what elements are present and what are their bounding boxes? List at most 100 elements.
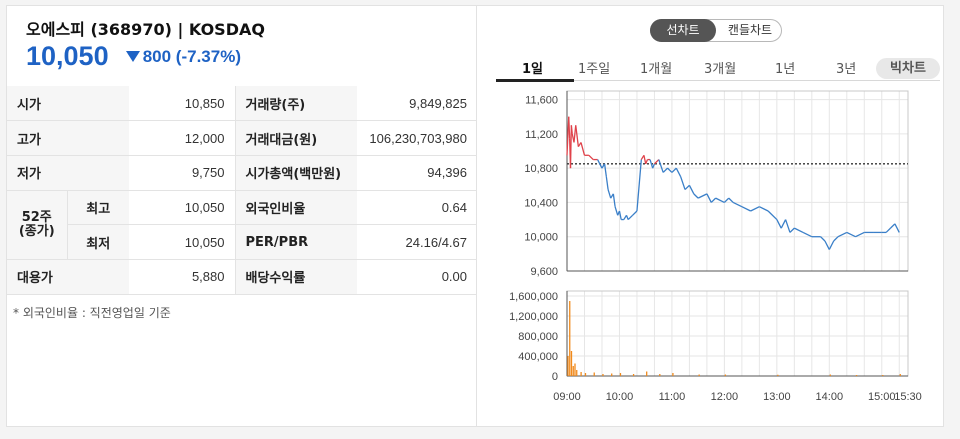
market-cap-value: 94,396 [357, 155, 477, 191]
tab-3year[interactable]: 3년 [836, 62, 857, 77]
price-line-segment [658, 159, 664, 173]
table-row: 고가 12,000 거래대금(원) 106,230,703,980 [7, 120, 477, 156]
price-line-segment [649, 159, 654, 169]
price-line-segment [802, 231, 813, 238]
price-line-segment [645, 159, 649, 165]
table-row: 저가 9,750 시가총액(백만원) 94,396 [7, 155, 477, 191]
price-line-segment [750, 206, 760, 212]
tab-1month[interactable]: 1개월 [640, 62, 673, 77]
tab-3month[interactable]: 3개월 [704, 62, 737, 77]
price-line-segment [680, 176, 686, 190]
line-chart-toggle[interactable]: 선차트 [650, 19, 716, 42]
change-amount: 800 [142, 46, 172, 66]
volume-tick-label: 800,000 [518, 331, 558, 343]
price-line-segment [890, 223, 896, 229]
price-line-segment [575, 125, 580, 147]
period-tabs: 1일 1주일 1개월 3개월 1년 3년 빅차트 [496, 52, 940, 82]
price-line-segment [732, 201, 743, 208]
big-chart-button[interactable]: 빅차트 [876, 58, 940, 79]
price-line-segment [627, 214, 634, 221]
volume-tick-label: 1,200,000 [509, 311, 558, 323]
price-tick-label: 11,600 [525, 95, 558, 107]
price-line-segment [597, 159, 603, 169]
time-tick-label: 12:00 [711, 391, 739, 403]
price-line-segment [780, 219, 787, 229]
price-line-segment [885, 227, 891, 233]
per-pbr-label: PER/PBR [234, 224, 357, 260]
high-value: 12,000 [129, 120, 235, 156]
substitute-label: 대용가 [7, 259, 129, 295]
per-pbr-value: 24.16/4.67 [357, 224, 477, 260]
week52-low-label: 최저 [66, 224, 129, 260]
price-line-segment [855, 231, 865, 238]
volume-tick-label: 400,000 [518, 351, 558, 363]
price-line-segment [653, 159, 660, 165]
current-price: 10,050 [26, 41, 109, 71]
price-tick-label: 10,800 [524, 163, 558, 175]
price-line-segment [846, 231, 856, 238]
week52-low-value: 10,050 [129, 224, 235, 260]
open-value: 10,850 [129, 86, 235, 122]
price-line-segment [715, 197, 725, 204]
low-value: 9,750 [129, 155, 235, 191]
price-line-segment [618, 210, 622, 220]
volume-plot-border [566, 290, 909, 377]
open-label: 시가 [7, 86, 129, 122]
stock-name: 오에스피 [26, 20, 85, 39]
price-line-segment [693, 193, 699, 199]
low-label: 저가 [7, 155, 129, 191]
table-row: 시가 10,850 거래량(주) 9,849,825 [7, 86, 477, 122]
price-line-segment [671, 167, 677, 173]
substitute-value: 5,880 [129, 259, 235, 295]
chart-type-toggle[interactable]: 선차트 캔들차트 [650, 19, 782, 42]
price-line-segment [570, 125, 573, 134]
volume-tick-label: 1,600,000 [509, 291, 558, 303]
quote-table: 시가 10,850 거래량(주) 9,849,825 고가 12,000 거래대… [7, 86, 477, 295]
price-line-segment [614, 206, 619, 216]
price-line-segment [607, 189, 612, 199]
price-line-segment [723, 197, 730, 203]
price-plot-border [566, 90, 909, 272]
candle-chart-toggle[interactable]: 캔들차트 [727, 23, 773, 37]
price-change: 800 (-7.37%) [125, 46, 241, 66]
time-tick-label: 15:00 [868, 391, 896, 403]
price-line-segment [794, 227, 804, 234]
price-line [566, 116, 900, 250]
price-line-segment [603, 163, 607, 177]
price-line-segment [710, 197, 717, 203]
price-tick-label: 10,000 [524, 232, 558, 244]
week52-label: 52주 (종가) [7, 190, 67, 260]
tab-1day[interactable]: 1일 [522, 62, 544, 77]
price-line-segment [569, 125, 573, 169]
price-line-segment [632, 210, 638, 216]
price-line-segment [675, 167, 682, 178]
quote-section: 오에스피 (368970) | KOSDAQ 10,050 800 (-7.37… [7, 6, 477, 426]
price-line-segment [767, 210, 778, 221]
market-cap-label: 시가총액(백만원) [234, 155, 357, 191]
table-row: 52주 (종가) 최고 10,050 외국인비율 0.64 [7, 190, 477, 260]
price-volume-chart: 11,600 11,200 10,800 10,400 10,000 9,600 1,600… [509, 90, 922, 403]
price-line-segment [636, 159, 642, 212]
price-line-segment [623, 214, 628, 220]
week52-high-value: 10,050 [129, 190, 235, 226]
tab-1year[interactable]: 1년 [775, 62, 796, 77]
price-line-segment [828, 240, 835, 250]
stock-market: | KOSDAQ [177, 20, 265, 39]
time-tick-label: 11:00 [659, 391, 686, 403]
price-line-segment [833, 236, 839, 242]
price-line-segment [652, 163, 656, 169]
volume-bars [567, 301, 901, 376]
active-tab-indicator [496, 79, 574, 82]
price-line-segment [580, 142, 586, 156]
price-line-segment [741, 206, 751, 212]
volume-label: 거래량(주) [234, 86, 357, 122]
period-divider [496, 80, 940, 81]
price-tick-label: 10,400 [524, 197, 558, 209]
down-triangle-icon [125, 50, 140, 62]
tab-1week[interactable]: 1주일 [578, 62, 611, 77]
price-line-segment [605, 176, 609, 190]
volume-grid [566, 290, 909, 377]
price-line-segment [684, 184, 690, 191]
price-line-segment [662, 167, 669, 173]
price-line-segment [612, 193, 616, 207]
